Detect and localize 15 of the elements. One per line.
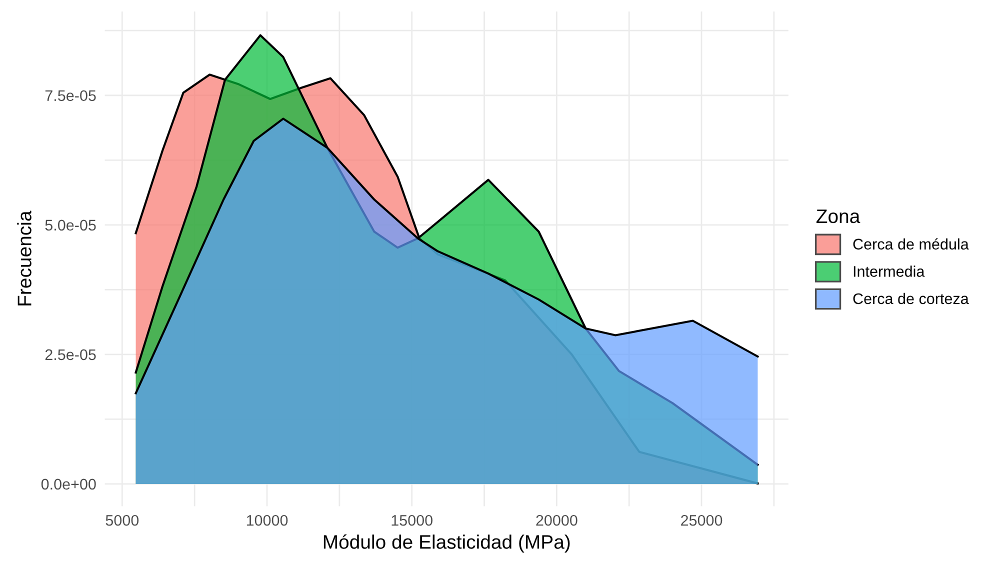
y-tick-label: 0.0e+00	[41, 478, 96, 490]
x-axis-title: Módulo de Elasticidad (MPa)	[324, 534, 570, 553]
y-tick-label: 7.5e-05	[45, 90, 96, 102]
x-tick-label: 5000	[106, 514, 139, 526]
x-tick-label: 10000	[246, 514, 288, 526]
y-tick-label: 5.0e-05	[45, 220, 96, 231]
x-tick-label: 20000	[536, 514, 578, 526]
y-axis-title: Frecuencia	[17, 210, 32, 306]
legend-title: Zona	[816, 210, 860, 224]
y-tick-label: 2.5e-05	[45, 349, 96, 360]
x-tick-label: 25000	[681, 514, 722, 526]
legend-label: Intermedia	[854, 266, 925, 277]
legend-label: Cerca de corteza	[853, 292, 969, 304]
legend-label: Cerca de médula	[853, 238, 969, 250]
x-tick-label: 15000	[392, 514, 432, 526]
